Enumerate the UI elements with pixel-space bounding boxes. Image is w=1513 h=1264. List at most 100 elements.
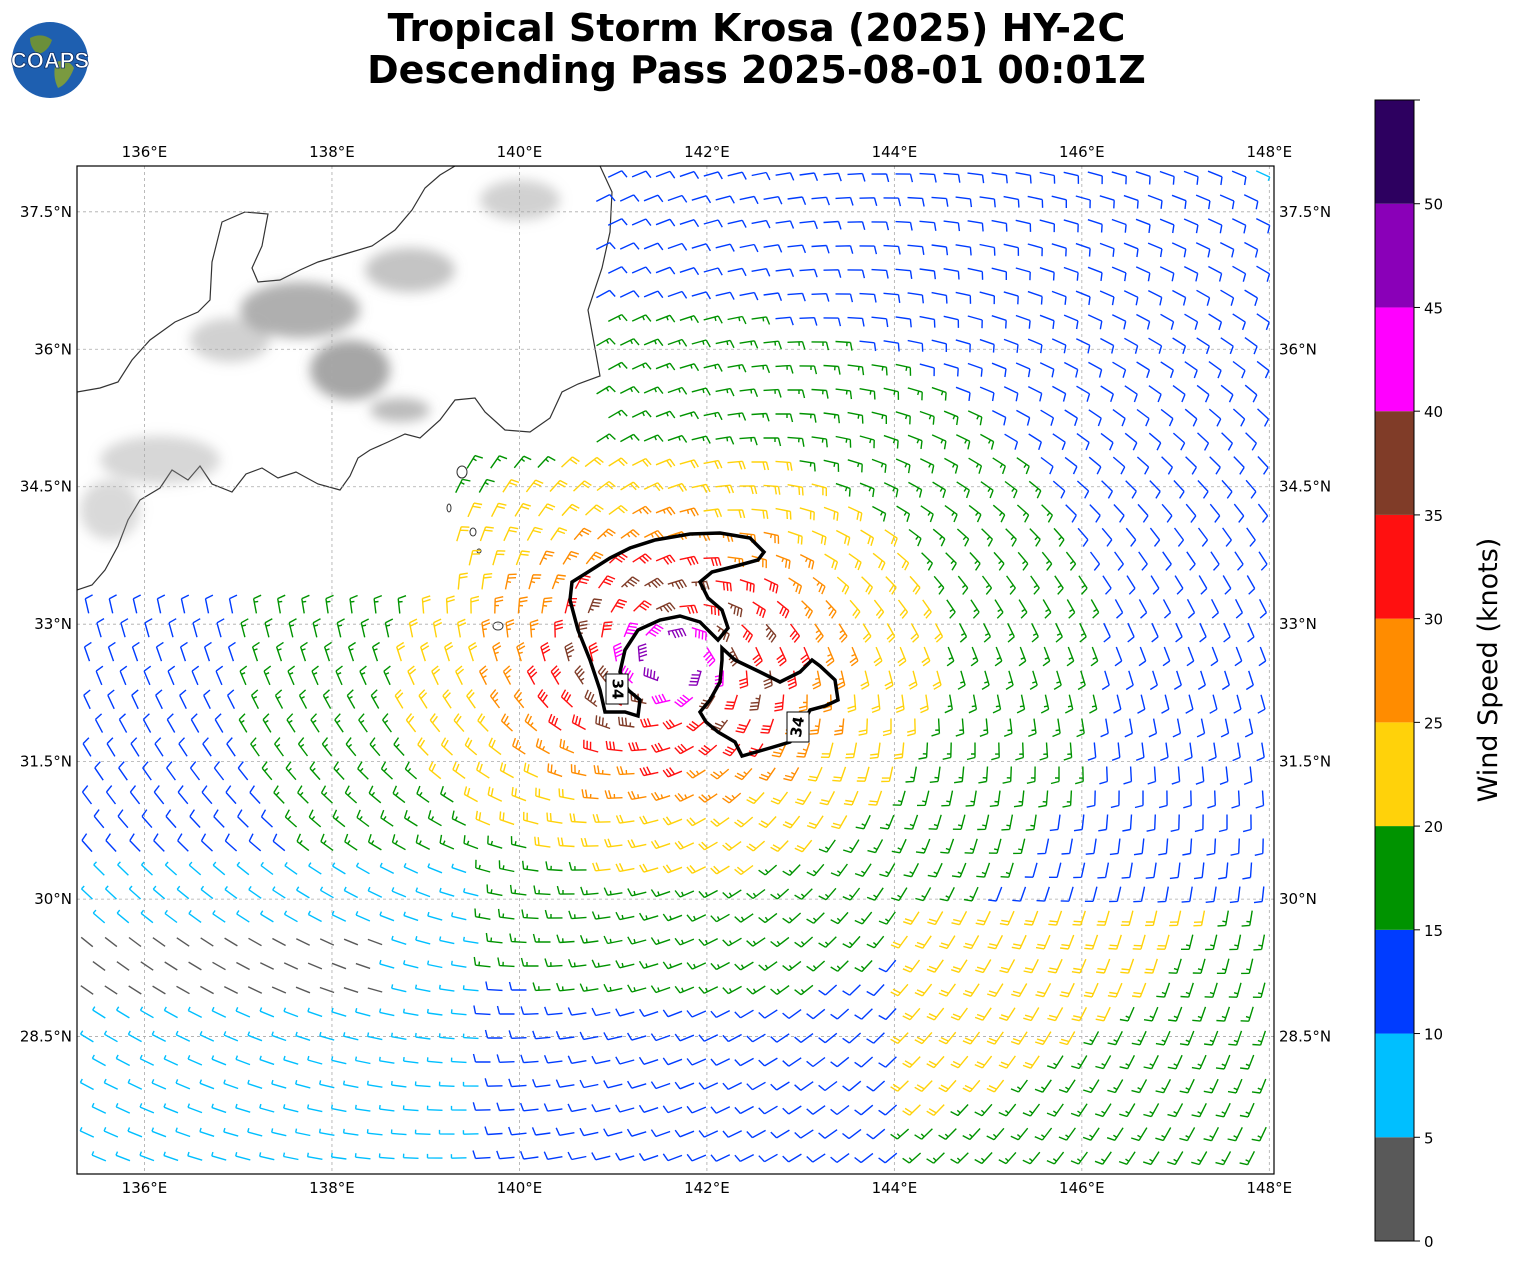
wind-barb [914, 1031, 933, 1045]
colorbar-bin [1375, 100, 1414, 204]
wind-barb [1219, 241, 1235, 258]
wind-barb [950, 1152, 969, 1164]
wind-barb [262, 713, 272, 733]
wind-barb [273, 785, 285, 804]
wind-barb [1006, 575, 1016, 595]
wind-barb [1216, 958, 1230, 974]
wind-barb [758, 1009, 778, 1019]
wind-barb [965, 790, 977, 807]
wind-barb [703, 363, 723, 372]
wind-barb [583, 739, 599, 753]
wind-barb [1244, 337, 1258, 355]
wind-barb [464, 737, 478, 756]
wind-barb [845, 742, 858, 759]
wind-barb [1197, 480, 1209, 499]
wind-barb [142, 761, 152, 781]
wind-barb [885, 576, 897, 595]
wind-barb [391, 834, 406, 851]
wind-barb [627, 888, 647, 897]
wind-barb [970, 599, 980, 619]
wind-barb [567, 1055, 587, 1064]
wind-barb [667, 579, 688, 590]
wind-barb [1252, 982, 1266, 998]
wind-barb [895, 694, 905, 714]
wind-barb [967, 315, 983, 329]
wind-barb [127, 1030, 142, 1043]
wind-barb [830, 1104, 850, 1116]
wind-barb [1004, 480, 1018, 499]
wind-barb [847, 411, 864, 424]
wind-barb [1184, 408, 1198, 427]
wind-barb [156, 594, 166, 614]
wind-barb [223, 1031, 239, 1042]
wind-barb [1210, 551, 1220, 571]
wind-barb [391, 984, 407, 993]
wind-barb [632, 553, 652, 564]
wind-barb [301, 594, 310, 614]
wind-barb [643, 242, 664, 251]
wind-barb [516, 641, 526, 662]
wind-barb [271, 986, 287, 994]
wind-barb [842, 935, 861, 949]
wind-barb [902, 1104, 921, 1116]
wind-barb [847, 694, 857, 713]
wind-barb [307, 1055, 323, 1065]
wind-barb [986, 1079, 1005, 1093]
wind-barb [1222, 575, 1232, 595]
wind-barb [585, 504, 604, 516]
wind-barb [271, 1031, 287, 1042]
wind-barb [1088, 409, 1102, 427]
wind-barb [994, 646, 1003, 667]
wind-barb [486, 884, 503, 897]
wind-barb [568, 910, 587, 920]
wind-barb [849, 599, 861, 619]
wind-barb [1051, 338, 1067, 354]
wind-barb [1256, 313, 1270, 331]
wind-barb [225, 785, 237, 805]
wind-barb [787, 530, 803, 545]
wind-barb [432, 618, 443, 638]
wind-barb [1060, 886, 1074, 902]
wind-barb [247, 986, 263, 994]
wind-barb [1075, 195, 1091, 209]
wind-barb [103, 1030, 118, 1043]
wind-barb [1193, 910, 1206, 927]
wind-barb [763, 292, 783, 301]
wind-barb [691, 627, 707, 641]
wind-barb [1084, 934, 1099, 950]
wind-barb [79, 1078, 94, 1091]
wind-barb [1059, 1031, 1076, 1046]
wind-barb [560, 689, 573, 708]
wind-barb [152, 937, 166, 947]
wind-barb [508, 1030, 527, 1039]
wind-barb [532, 1030, 551, 1040]
wind-barb [295, 1080, 311, 1089]
wind-barb [525, 479, 544, 493]
wind-barb [557, 837, 575, 848]
wind-barb [344, 833, 358, 851]
wind-barb [103, 1078, 119, 1090]
wind-barb [1077, 670, 1086, 691]
wind-barb [1058, 1127, 1076, 1141]
wind-barb [1227, 1078, 1243, 1094]
wind-barb [1179, 1078, 1195, 1094]
wind-barb [1255, 217, 1271, 234]
wind-barb [248, 937, 262, 947]
wind-barb [308, 809, 322, 828]
wind-barb [247, 1079, 263, 1089]
wind-barb [1123, 290, 1139, 306]
wind-barb [1003, 195, 1020, 208]
wind-barb [384, 618, 394, 638]
wind-barb [250, 689, 260, 710]
wind-barb [1168, 1006, 1183, 1022]
wind-barb [295, 986, 311, 994]
wind-barb [153, 833, 165, 852]
wind-barb [307, 910, 322, 923]
wind-barb [176, 885, 190, 900]
wind-barb [415, 834, 431, 851]
wind-barb [511, 787, 527, 802]
wind-barb [1013, 838, 1026, 855]
wind-barb [1160, 408, 1174, 427]
wind-barb [650, 937, 671, 946]
wind-barb [546, 812, 563, 824]
